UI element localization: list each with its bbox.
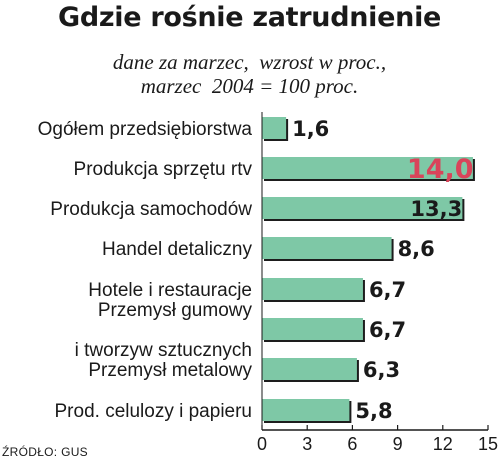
- x-tick-label: 6: [347, 434, 357, 454]
- chart-title: Gdzie rośnie zatrudnienie: [57, 2, 442, 33]
- value-label: 14,0: [407, 154, 474, 185]
- subtitle-line-2: marzec 2004 = 100 proc.: [140, 74, 359, 98]
- source-note: ŹRÓDŁO: GUS: [2, 445, 88, 459]
- category-label: Ogółem przedsiębiorstwa: [38, 119, 253, 140]
- chart-subtitle: dane za marzec, wzrost w proc., marzec 2…: [0, 50, 499, 98]
- value-label: 6,3: [363, 358, 400, 382]
- bar: [262, 399, 350, 421]
- bar: [262, 157, 473, 179]
- bar: [262, 117, 287, 139]
- bar: [262, 197, 463, 219]
- x-tick-label: 3: [302, 434, 312, 454]
- bar: [262, 318, 363, 340]
- category-label: Przemysł metalowy: [88, 360, 252, 381]
- subtitle-line-1: dane za marzec, wzrost w proc.,: [112, 50, 387, 74]
- value-label: 1,6: [292, 117, 329, 141]
- x-tick-label: 15: [478, 434, 498, 454]
- x-tick-label: 12: [433, 434, 453, 454]
- bar: [262, 358, 357, 380]
- bar: [262, 237, 392, 259]
- category-label: Produkcja sprzętu rtv: [74, 159, 253, 180]
- category-label: i tworzyw sztucznych: [75, 340, 252, 361]
- category-label: Prod. celulozy i papieru: [55, 401, 253, 422]
- value-label: 13,3: [410, 197, 462, 221]
- value-label: 8,6: [398, 237, 435, 261]
- category-label: Hotele i restauracje: [88, 280, 252, 301]
- x-tick-label: 0: [257, 434, 267, 454]
- value-label: 6,7: [369, 278, 406, 302]
- value-label: 6,7: [369, 318, 406, 342]
- category-label: Produkcja samochodów: [50, 199, 252, 220]
- value-label: 5,8: [355, 399, 392, 423]
- category-label: Handel detaliczny: [102, 239, 252, 260]
- x-tick-label: 9: [393, 434, 403, 454]
- bar: [262, 278, 363, 300]
- category-label: Przemysł gumowy: [98, 300, 253, 321]
